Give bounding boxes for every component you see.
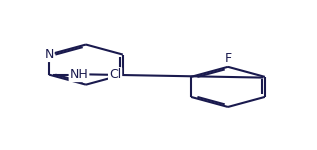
Text: Cl: Cl: [109, 68, 121, 81]
Text: NH: NH: [70, 68, 88, 81]
Text: N: N: [44, 48, 54, 61]
Text: F: F: [224, 52, 231, 65]
